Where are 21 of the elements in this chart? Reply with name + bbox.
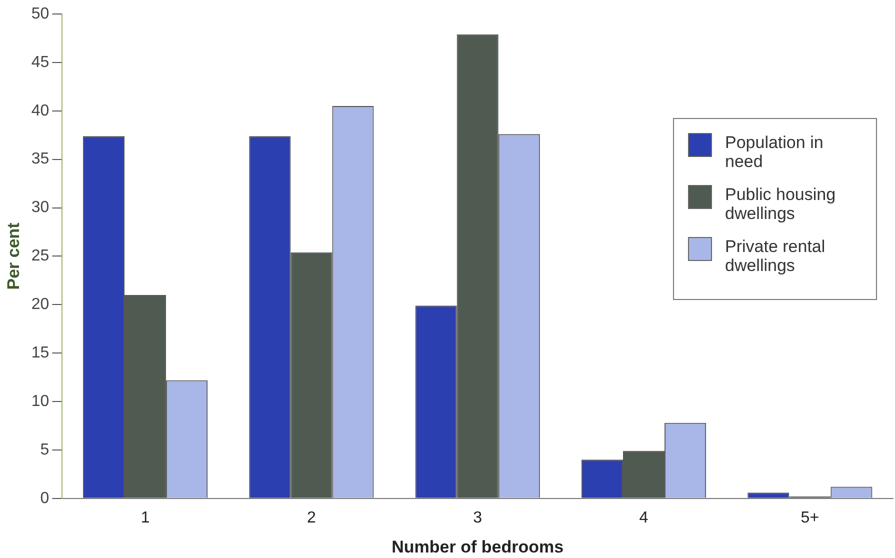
x-tick-label: 5+ (800, 509, 820, 526)
x-tick-label: 2 (306, 509, 316, 526)
legend-label: Population in need (725, 133, 824, 171)
y-tick-label: 50 (31, 5, 50, 22)
y-tick-label: 20 (31, 296, 50, 314)
x-tick-label: 3 (473, 509, 482, 526)
legend-label: Private rental dwellings (725, 237, 826, 275)
x-tick-label: 1 (140, 509, 150, 526)
y-tick-label: 0 (40, 490, 50, 507)
y-tick-label: 35 (31, 150, 50, 168)
y-tick-label: 25 (31, 248, 50, 265)
y-tick-label: 5 (40, 441, 50, 458)
y-tick-label: 15 (31, 344, 50, 362)
x-tick-label: 4 (639, 509, 648, 526)
y-tick-label: 30 (31, 199, 50, 216)
y-tick-label: 10 (31, 392, 50, 410)
legend-label: Public housing dwellings (725, 185, 837, 223)
x-axis-title: Number of bedrooms (392, 537, 564, 556)
y-axis-title: Per cent (4, 222, 23, 290)
y-tick-label: 40 (31, 102, 50, 120)
y-tick-label: 45 (31, 54, 50, 71)
